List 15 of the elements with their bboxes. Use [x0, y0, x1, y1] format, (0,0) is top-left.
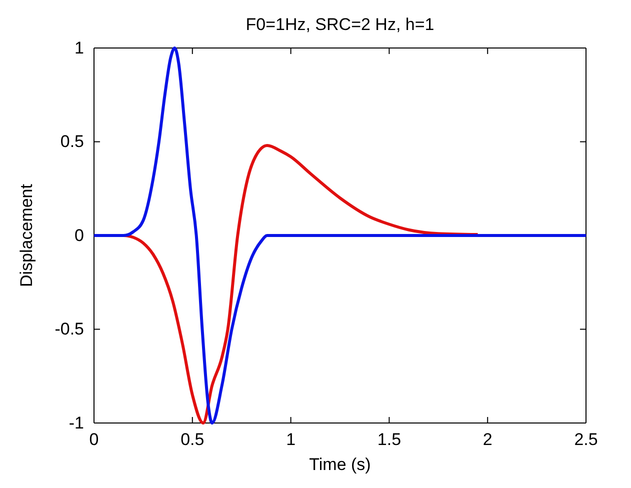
- x-tick-label: 0.5: [180, 430, 204, 450]
- y-tick-label: 0: [74, 226, 84, 245]
- y-tick-label: -0.5: [54, 320, 84, 339]
- y-axis-title: Displacement: [17, 184, 36, 287]
- x-tick-label: 2.5: [574, 430, 598, 450]
- line-series: [92, 46, 588, 424]
- x-tick-label: 1: [286, 430, 296, 450]
- y-tick-label: -1: [68, 413, 84, 432]
- x-tick-label: 0: [89, 430, 99, 450]
- y-tick-label: 0.5: [60, 132, 84, 152]
- x-tick-label: 2: [482, 430, 492, 450]
- y-tick-label: 1: [74, 38, 84, 58]
- x-tick-label: 1.5: [377, 430, 402, 450]
- x-axis-title: Time (s): [309, 455, 371, 474]
- chart-title: F0=1Hz, SRC=2 Hz, h=1: [246, 15, 434, 34]
